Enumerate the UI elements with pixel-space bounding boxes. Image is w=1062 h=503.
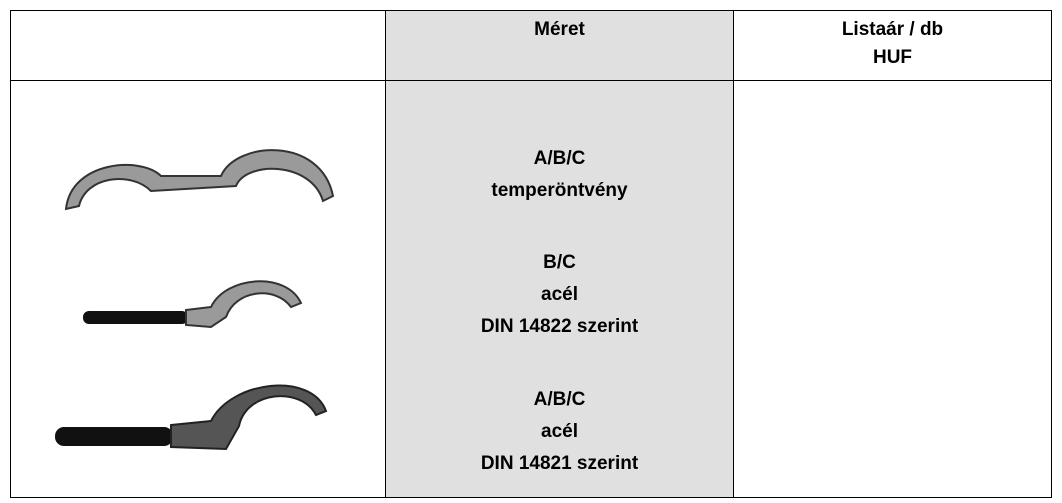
header-size: Méret bbox=[534, 19, 585, 40]
size-line: B/C bbox=[543, 252, 576, 273]
size-line: A/B/C bbox=[533, 148, 586, 169]
size-line: acél bbox=[541, 284, 578, 305]
wrench-2 bbox=[83, 280, 303, 329]
wrench-images bbox=[55, 149, 335, 451]
size-cell: A/B/C temperöntvény B/C acél DIN 14822 szeri… bbox=[385, 80, 734, 498]
size-line: DIN 14822 szerint bbox=[480, 316, 639, 337]
wrench-3 bbox=[55, 384, 328, 451]
header-price: HUF bbox=[872, 47, 913, 68]
header-price: Listaár / db bbox=[841, 19, 944, 40]
size-line: temperöntvény bbox=[491, 180, 628, 201]
price-cell bbox=[733, 80, 1052, 498]
size-line: A/B/C bbox=[533, 389, 586, 410]
header-image-cell bbox=[10, 10, 386, 81]
header-size-cell: Méret bbox=[385, 10, 734, 81]
size-line: DIN 14821 szerint bbox=[480, 453, 639, 474]
size-line: acél bbox=[541, 421, 578, 442]
wrench-1 bbox=[64, 149, 335, 211]
header-price-cell: Listaár / db HUF bbox=[733, 10, 1052, 81]
